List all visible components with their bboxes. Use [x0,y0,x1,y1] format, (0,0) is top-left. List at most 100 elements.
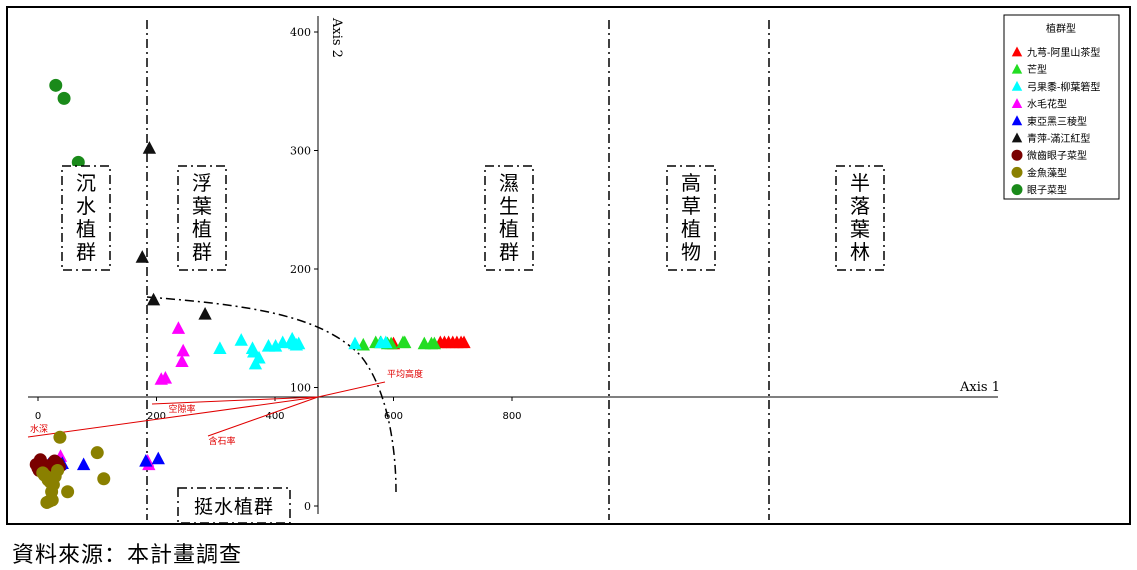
group-label-char: 半 [850,171,870,195]
y-axis-label: Axis 2 [329,17,344,58]
y-tick-label: 100 [290,382,311,395]
legend-entry: 微齒眼子菜型 [1027,149,1087,162]
data-points [29,78,471,509]
x-tick-label: 400 [265,411,284,422]
y-tick-label: 0 [304,500,311,513]
vector-label: 空隙率 [168,403,195,415]
data-point [139,453,153,467]
vector-label: 平均高度 [387,368,423,380]
data-point [398,335,412,349]
group-label-char: 植 [192,217,212,241]
data-point [176,343,190,357]
legend-entry: 弓果黍-柳葉箬型 [1027,80,1100,93]
group-label-char: 草 [681,194,701,218]
data-point [61,485,75,499]
legend: 植群型九芎-阿里山茶型芒型弓果黍-柳葉箬型水毛花型東亞黑三稜型青萍-滿江紅型微齒… [1003,14,1120,200]
data-point [53,430,67,444]
data-point [457,335,471,349]
data-source-caption: 資料來源：本計畫調查 [12,543,243,568]
data-point [198,307,212,320]
group-label-char: 落 [850,194,870,218]
data-point [97,472,111,486]
legend-marker [1011,166,1023,178]
data-point [213,341,227,354]
group-label-char: 群 [192,240,212,264]
axes: 0 200 400 600 800 0 100 200 300 400 Axis 1 Axis 2 [28,16,1000,514]
group-label-char: 沉 [76,171,96,195]
data-point [348,336,362,350]
group-label-box [484,165,534,271]
group-label-char: 林 [850,240,870,264]
data-point [76,457,91,471]
vector-label: 水深 [30,423,48,435]
group-label-char: 群 [76,240,96,264]
data-point [57,91,71,105]
legend-marker [1011,98,1023,108]
y-tick-label: 300 [290,145,311,158]
legend-entry: 青萍-滿江紅型 [1027,132,1090,145]
legend-box [1003,14,1120,200]
y-tick-label: 400 [290,26,311,39]
group-label-char: 葉 [192,194,212,218]
vector-line [151,396,319,405]
group-label-char: 葉 [850,217,870,241]
group-label-box [61,165,111,271]
group-label-char: 水 [76,194,96,218]
data-point [33,453,47,467]
vector-line [27,396,319,438]
vector-line [207,396,319,437]
data-point [49,78,63,92]
group-label-char: 群 [499,240,519,264]
legend-marker [1011,63,1023,74]
legend-marker [1011,184,1023,196]
group-label-emergent: 挺水植群 [194,496,274,518]
data-point [151,451,165,465]
group-dividers [146,20,770,524]
emergent-boundary-curve [146,296,397,493]
group-label-char: 植 [76,217,96,241]
vector-line [317,381,386,398]
group-label-char: 植 [499,217,519,241]
data-point [158,371,173,384]
data-point [252,350,266,364]
legend-marker [1011,46,1023,57]
x-tick-label: 600 [384,411,403,422]
legend-marker [1011,149,1023,161]
data-point [268,339,283,352]
group-label-char: 植 [681,217,701,241]
group-label-char: 高 [681,171,701,195]
legend-entry: 水毛花型 [1027,98,1067,111]
legend-entry: 東亞黑三稜型 [1027,115,1087,128]
group-label-box [666,165,716,271]
data-point [146,292,161,306]
group-label-box [835,165,885,271]
group-label-char: 生 [499,194,519,218]
y-tick-label: 200 [290,263,311,276]
vector-label: 含石率 [208,435,235,447]
x-tick-label: 200 [147,411,166,422]
group-label-box [177,165,227,271]
legend-entry: 眼子菜型 [1027,184,1067,197]
group-label-char: 物 [681,240,701,264]
x-axis-label: Axis 1 [959,380,1000,395]
group-label-char: 浮 [192,171,212,195]
data-point [175,354,189,368]
data-point [427,336,442,350]
data-point [234,333,248,346]
data-point [90,446,104,460]
chart-frame [6,6,1131,525]
x-tick-label: 800 [502,411,521,422]
data-point [247,344,261,358]
x-tick-label: 0 [35,411,41,422]
group-label-char: 濕 [499,171,519,195]
data-point [142,141,157,154]
legend-title: 植群型 [1046,22,1076,35]
legend-entry: 芒型 [1027,63,1047,76]
legend-entry: 九芎-阿里山茶型 [1027,46,1100,59]
data-point [171,321,186,334]
data-point [135,250,149,263]
legend-marker [1011,132,1023,143]
